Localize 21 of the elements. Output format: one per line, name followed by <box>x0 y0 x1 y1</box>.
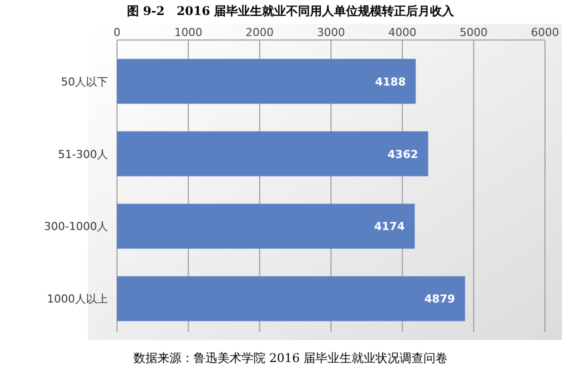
x-tick-label: 6000 <box>531 26 559 39</box>
y-tick-label: 51-300人 <box>58 148 108 161</box>
chart-title: 图 9-2 2016 届毕业生就业不同用人单位规模转正后月收入 <box>126 4 456 18</box>
data-label: 4362 <box>388 148 418 161</box>
y-tick-label: 50人以下 <box>61 75 108 88</box>
y-tick-label: 300-1000人 <box>44 220 108 234</box>
data-label: 4174 <box>374 220 406 234</box>
bar <box>117 204 415 249</box>
bar <box>117 131 428 176</box>
bar <box>117 276 466 322</box>
y-tick-label: 1000人以上 <box>47 292 108 306</box>
source-note: 数据来源：鲁迅美术学院 2016 届毕业生就业状况调查问卷 <box>133 351 448 365</box>
x-tick-label: 2000 <box>246 26 274 39</box>
bar <box>117 58 416 104</box>
x-tick-label: 5000 <box>460 26 488 39</box>
x-tick-label: 1000 <box>174 26 202 39</box>
x-tick-label: 4000 <box>388 26 416 39</box>
x-tick-label: 3000 <box>317 26 345 39</box>
data-label: 4879 <box>424 292 456 306</box>
x-tick-label: 0 <box>114 26 120 39</box>
data-label: 4188 <box>375 75 406 88</box>
